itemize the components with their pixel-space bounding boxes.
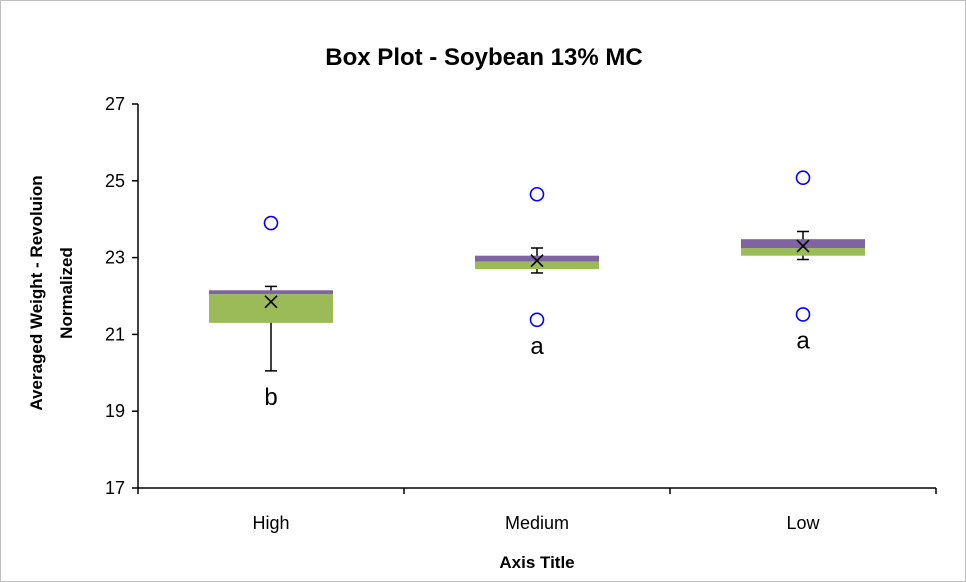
y-tick-label: 19 (105, 401, 125, 421)
y-tick-label: 21 (105, 324, 125, 344)
y-axis-title-line-2: Normalized (57, 247, 76, 339)
box-lower-segment (475, 261, 599, 270)
chart-title: Box Plot - Soybean 13% MC (325, 44, 642, 71)
outlier-point (529, 312, 545, 328)
box-lower-segment (209, 294, 333, 323)
box-upper-segment (741, 239, 865, 248)
significance-letter: a (530, 333, 544, 360)
y-tick-label: 23 (105, 248, 125, 268)
plot-area: 17 19 21 23 25 27 High Medium Low b a a (105, 94, 937, 533)
significance-letter: a (796, 327, 810, 354)
box-upper-segment (475, 255, 599, 262)
significance-letter: b (264, 384, 277, 411)
mean-marker (530, 254, 544, 268)
box-lower-segment (741, 248, 865, 256)
y-axis-title-line-1: Averaged Weight - Revoluion (27, 175, 46, 410)
y-tick-label: 17 (105, 478, 125, 498)
outlier-point (795, 170, 811, 186)
y-axis-title: Averaged Weight - Revoluion Normalized (27, 175, 76, 410)
x-axis-title: Axis Title (499, 553, 574, 572)
y-tick-label: 27 (105, 94, 125, 114)
x-category-label: Medium (505, 513, 569, 533)
outlier-point (263, 215, 279, 231)
mean-marker (264, 295, 278, 309)
x-category-label: Low (786, 513, 820, 533)
x-category-label: High (252, 513, 289, 533)
box-upper-segment (209, 290, 333, 295)
mean-marker (796, 239, 810, 253)
outlier-point (529, 186, 545, 202)
outlier-point (795, 307, 811, 322)
y-tick-label: 25 (105, 171, 125, 191)
